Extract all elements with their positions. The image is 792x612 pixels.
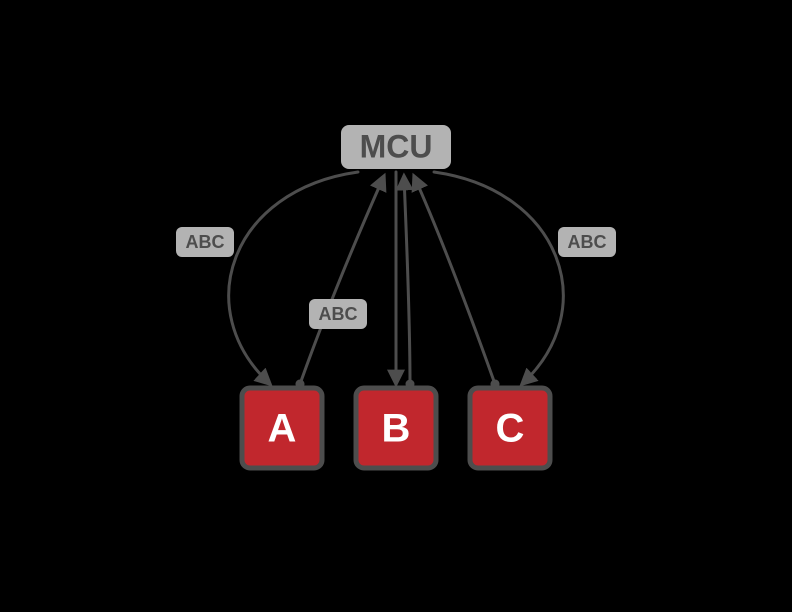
- edge-label-2: ABC: [558, 227, 616, 257]
- edge-label-0: ABC: [176, 227, 234, 257]
- child-node-B: B: [356, 388, 436, 468]
- mcu-node: MCU: [341, 125, 451, 169]
- edges-down-group: [229, 172, 564, 384]
- edge-label-text-1: ABC: [319, 304, 358, 324]
- edge-up-2: [414, 176, 495, 384]
- mcu-label: MCU: [360, 128, 433, 164]
- children-group: A B C: [242, 388, 550, 468]
- child-label-C: C: [496, 407, 525, 451]
- diagram-canvas: MCU ABC ABCABCABC: [0, 0, 792, 612]
- child-node-A: A: [242, 388, 322, 468]
- child-label-A: A: [268, 407, 297, 451]
- child-node-C: C: [470, 388, 550, 468]
- edge-up-0: [300, 176, 384, 384]
- edge-label-1: ABC: [309, 299, 367, 329]
- edge-label-text-0: ABC: [186, 232, 225, 252]
- edge-down-0: [229, 172, 358, 384]
- edge-label-text-2: ABC: [568, 232, 607, 252]
- edge-up-1: [404, 176, 410, 384]
- edge-down-2: [434, 172, 563, 384]
- child-label-B: B: [382, 407, 411, 451]
